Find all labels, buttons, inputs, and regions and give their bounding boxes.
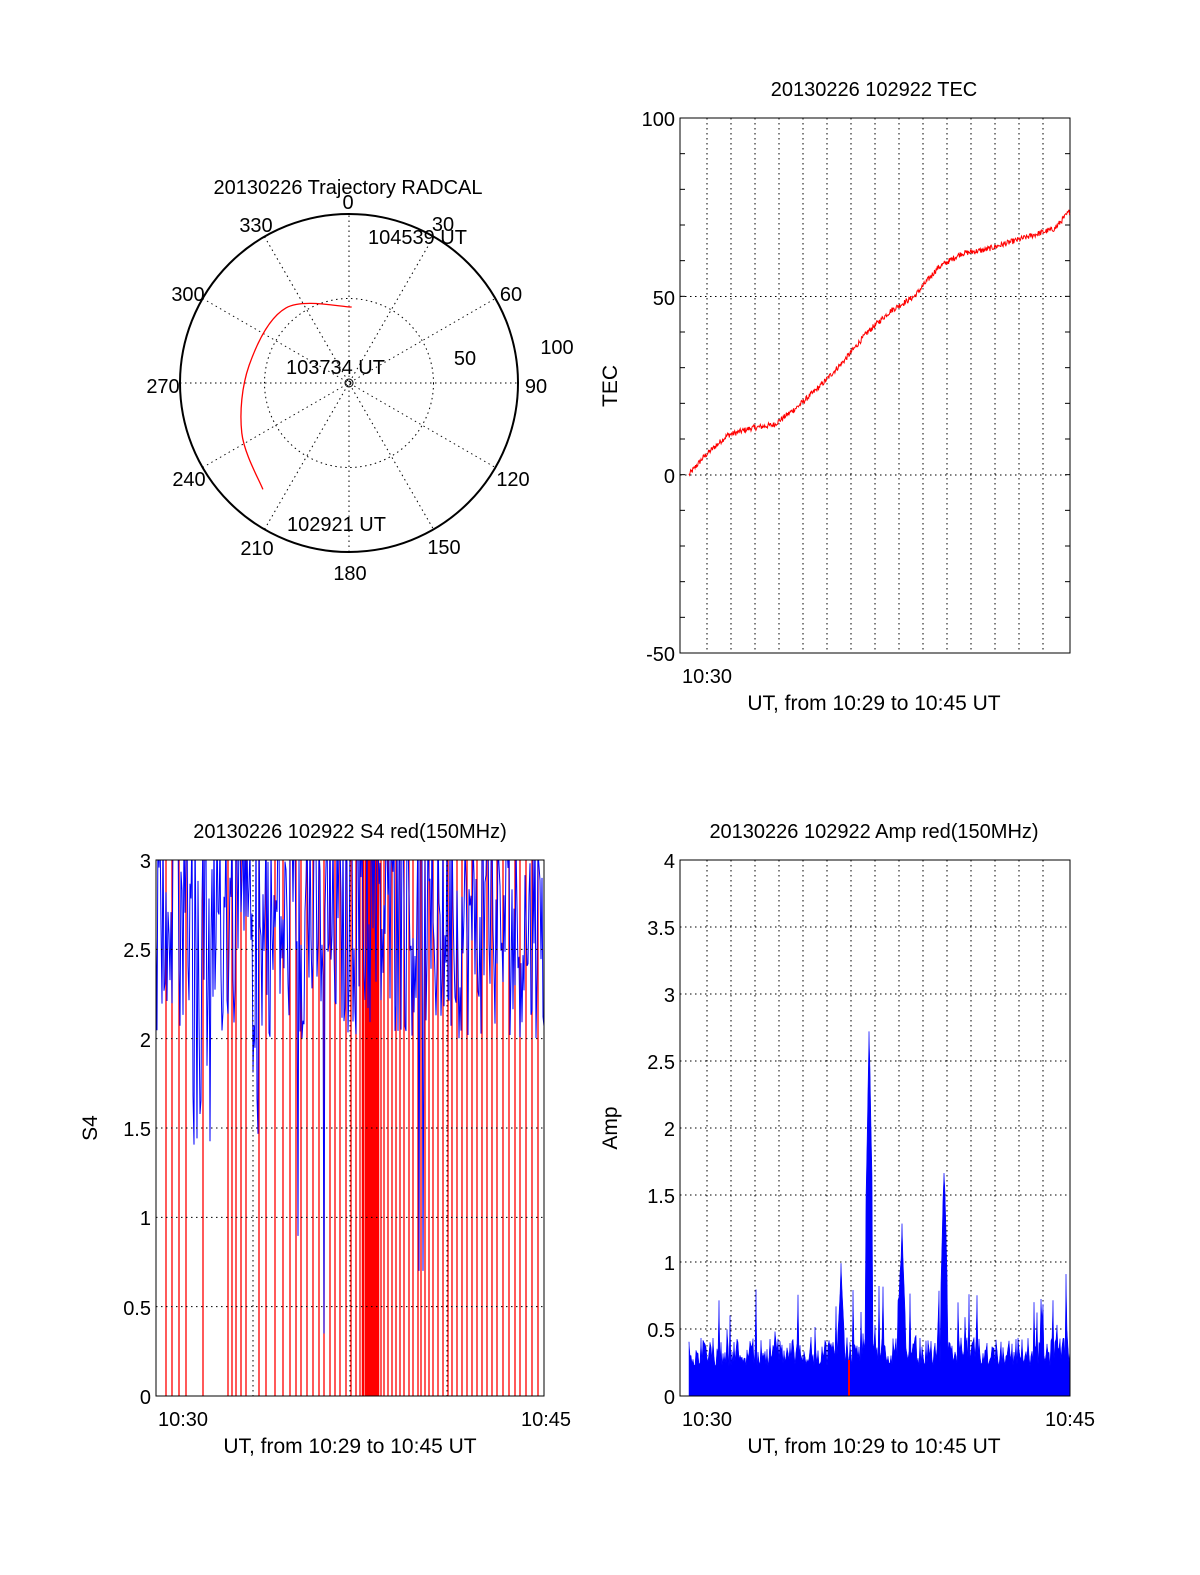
amp-ytick-3: 3 bbox=[664, 985, 675, 1007]
s4-xtick-1045: 10:45 bbox=[521, 1409, 571, 1431]
amp-ytick-2: 2 bbox=[664, 1119, 675, 1141]
angle-label-0: 0 bbox=[342, 192, 353, 214]
time-label-end: 104539 UT bbox=[368, 227, 467, 249]
amp-yticks: 4 3.5 3 2.5 2 1.5 1 0.5 0 bbox=[647, 851, 675, 1409]
angle-label-30: 30 bbox=[432, 214, 454, 236]
s4-ytick-2: 2 bbox=[140, 1030, 151, 1052]
tec-ytick-m50: -50 bbox=[646, 644, 675, 666]
amp-panel: 20130226 102922 Amp red(150MHz) 4 3.5 3 … bbox=[599, 821, 1095, 1458]
angle-label-330: 330 bbox=[239, 215, 272, 237]
s4-title: 20130226 102922 S4 red(150MHz) bbox=[193, 821, 507, 843]
s4-ytick-1: 1 bbox=[140, 1208, 151, 1230]
s4-yticks: 3 2.5 2 1.5 1 0.5 0 bbox=[123, 851, 151, 1409]
polar-angle-labels: 0 30 60 90 120 150 180 210 240 270 300 3… bbox=[146, 192, 547, 585]
s4-plot-frame bbox=[155, 859, 545, 1397]
tec-grid bbox=[680, 118, 1070, 653]
polar-spoke bbox=[202, 298, 496, 468]
time-label-start: 102921 UT bbox=[287, 514, 386, 536]
angle-label-210: 210 bbox=[240, 538, 273, 560]
amp-ylabel: Amp bbox=[599, 1106, 622, 1149]
s4-xtick-1030: 10:30 bbox=[158, 1409, 208, 1431]
angle-label-60: 60 bbox=[500, 284, 522, 306]
polar-spoke bbox=[264, 236, 434, 530]
amp-grid bbox=[680, 860, 1070, 1396]
trajectory-track bbox=[240, 302, 352, 490]
amp-xlabel: UT, from 10:29 to 10:45 UT bbox=[747, 1435, 1000, 1458]
amp-ytick-2.5: 2.5 bbox=[647, 1052, 675, 1074]
amp-ytick-1: 1 bbox=[664, 1253, 675, 1275]
polar-spoke bbox=[264, 236, 434, 530]
amp-xtick-1030: 10:30 bbox=[682, 1409, 732, 1431]
angle-label-180: 180 bbox=[333, 563, 366, 585]
s4-xlabel: UT, from 10:29 to 10:45 UT bbox=[223, 1435, 476, 1458]
radius-label-50: 50 bbox=[454, 348, 476, 370]
angle-label-240: 240 bbox=[172, 469, 205, 491]
s4-panel: 20130226 102922 S4 red(150MHz) 3 2.5 2 1… bbox=[79, 821, 571, 1458]
angle-label-150: 150 bbox=[427, 537, 460, 559]
tec-minor-ticks bbox=[680, 117, 1070, 654]
amp-title: 20130226 102922 Amp red(150MHz) bbox=[709, 821, 1038, 843]
amp-ytick-3.5: 3.5 bbox=[647, 918, 675, 940]
tec-panel: 20130226 102922 TEC 100 50 0 -50 10:30 U… bbox=[599, 79, 1071, 715]
amp-series-blue bbox=[688, 1031, 1070, 1396]
radius-label-100: 100 bbox=[540, 337, 573, 359]
amp-plot-frame bbox=[679, 859, 1071, 1397]
tec-ytick-0: 0 bbox=[664, 466, 675, 488]
amp-ytick-4: 4 bbox=[664, 851, 675, 873]
polar-spoke bbox=[202, 298, 496, 468]
s4-ylabel: S4 bbox=[79, 1115, 102, 1141]
tec-series-red bbox=[688, 209, 1071, 477]
amp-xtick-1045: 10:45 bbox=[1045, 1409, 1095, 1431]
angle-label-120: 120 bbox=[496, 469, 529, 491]
tec-ylabel: TEC bbox=[599, 365, 622, 407]
s4-ytick-3: 3 bbox=[140, 851, 151, 873]
time-label-mid: 103734 UT bbox=[286, 357, 385, 379]
s4-series-blue bbox=[156, 860, 544, 1334]
s4-ytick-0: 0 bbox=[140, 1387, 151, 1409]
s4-ytick-1.5: 1.5 bbox=[123, 1119, 151, 1141]
polar-grid bbox=[180, 214, 518, 552]
tec-title: 20130226 102922 TEC bbox=[771, 79, 977, 101]
trajectory-panel: 20130226 Trajectory RADCAL 0 30 60 90 12… bbox=[146, 177, 573, 585]
tec-ytick-50: 50 bbox=[653, 288, 675, 310]
tec-xtick-1030: 10:30 bbox=[682, 666, 732, 688]
polar-outer-ring bbox=[179, 213, 519, 553]
tec-plot-frame bbox=[679, 117, 1071, 654]
angle-label-300: 300 bbox=[171, 284, 204, 306]
polar-center-marker bbox=[344, 378, 354, 388]
amp-ytick-0.5: 0.5 bbox=[647, 1320, 675, 1342]
tec-ytick-100: 100 bbox=[642, 109, 675, 131]
s4-ytick-0.5: 0.5 bbox=[123, 1298, 151, 1320]
tec-xlabel: UT, from 10:29 to 10:45 UT bbox=[747, 692, 1000, 715]
s4-ytick-2.5: 2.5 bbox=[123, 940, 151, 962]
angle-label-270: 270 bbox=[146, 376, 179, 398]
angle-label-90: 90 bbox=[525, 376, 547, 398]
polar-inner-ring bbox=[264, 298, 434, 468]
trajectory-title: 20130226 Trajectory RADCAL bbox=[213, 177, 482, 199]
amp-ytick-0: 0 bbox=[664, 1387, 675, 1409]
amp-blue-area bbox=[688, 1031, 1070, 1396]
amp-ytick-1.5: 1.5 bbox=[647, 1186, 675, 1208]
